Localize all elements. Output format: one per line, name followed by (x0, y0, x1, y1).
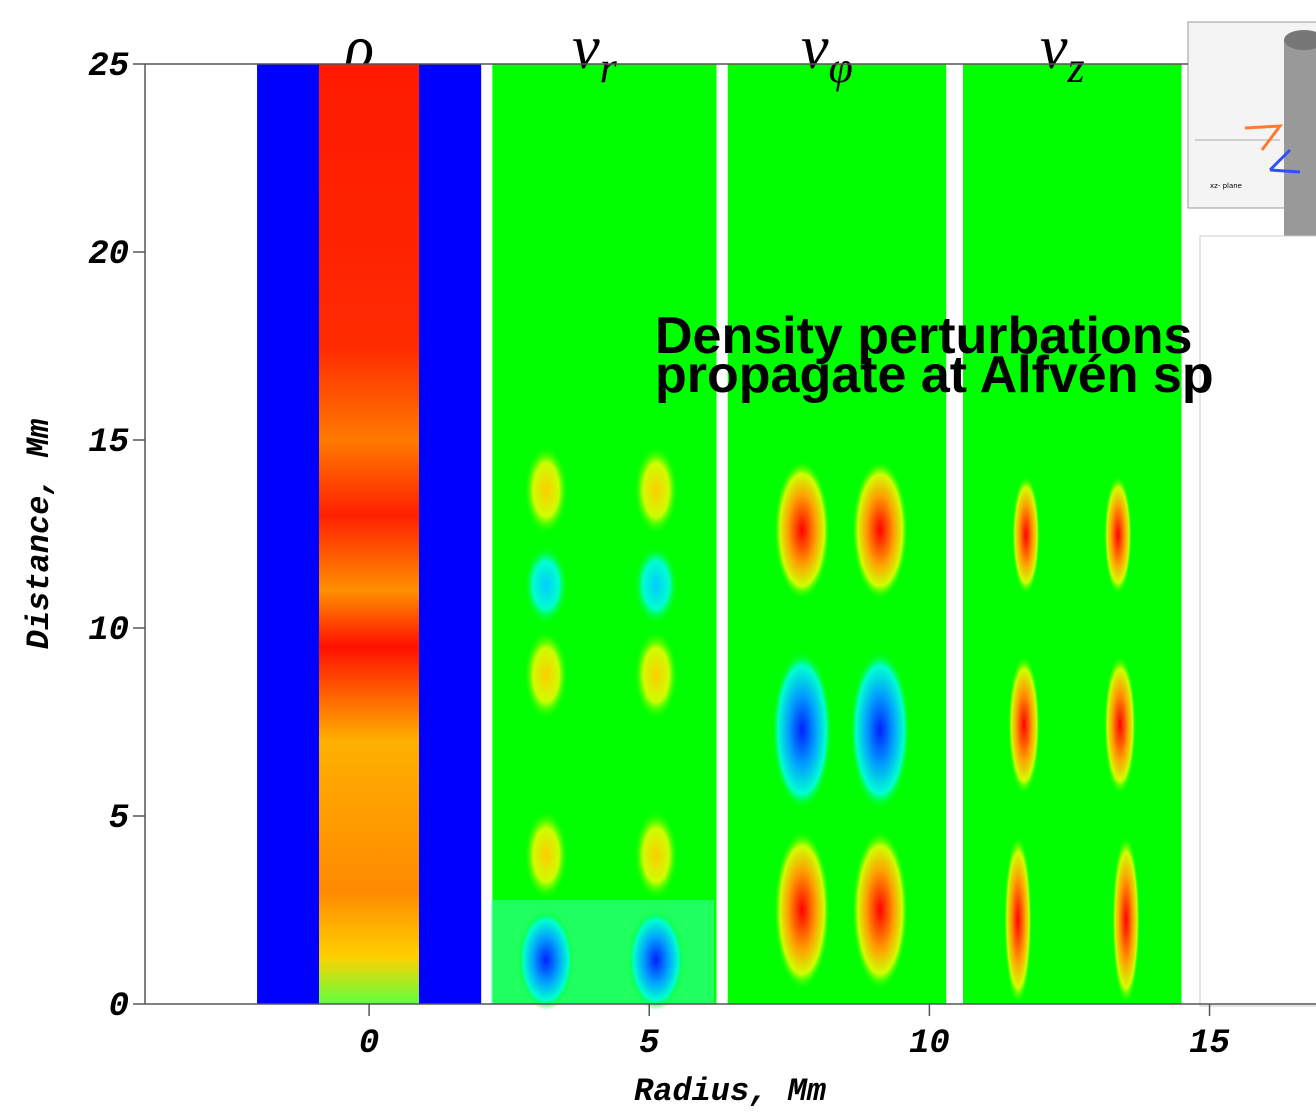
texture (1112, 835, 1140, 1005)
x-tick-label: 0 (359, 1025, 379, 1063)
panel (963, 64, 1182, 1004)
texture (634, 810, 678, 900)
texture (524, 630, 568, 720)
axes: 0 5 10 15 20 25 0 5 10 15 (88, 48, 1316, 1063)
x-tick-label: 5 (639, 1025, 659, 1063)
panel-subscript: r (600, 43, 618, 92)
cylinder (1284, 40, 1316, 236)
panel-title: vr (572, 14, 618, 92)
texture (634, 630, 678, 720)
texture (524, 810, 568, 900)
annotation: propagate at Alfvén sp (655, 346, 1214, 404)
texture (852, 460, 908, 600)
texture (524, 545, 568, 625)
y-tick-label: 20 (88, 236, 129, 274)
panel-symbol: v (1040, 14, 1068, 82)
texture (1008, 655, 1040, 795)
texture (634, 545, 678, 625)
texture (524, 445, 568, 535)
panel-subscript: z (1066, 43, 1084, 92)
y-tick-label: 10 (88, 612, 129, 650)
density-column (319, 64, 419, 1004)
side-box (1199, 235, 1316, 1007)
texture (852, 830, 908, 990)
arrow (1244, 124, 1284, 151)
texture (634, 445, 678, 535)
y-tick-label: 15 (88, 424, 129, 462)
inset-label: xz- plane (1210, 182, 1242, 190)
texture (628, 910, 684, 1010)
annotation: Density perturbations (655, 307, 1192, 365)
texture (1004, 835, 1032, 1005)
panel-subscript: φ (829, 43, 853, 92)
texture (850, 650, 910, 810)
panel-symbol: v (572, 14, 600, 82)
cylinder-top (1284, 30, 1316, 50)
texture (518, 910, 574, 1010)
texture (772, 650, 832, 810)
panel (727, 64, 947, 1004)
x-tick-label: 10 (909, 1025, 950, 1063)
inset-diagram: xz- plane (1187, 21, 1316, 1007)
texture (1104, 475, 1132, 595)
panel-title: vφ (801, 14, 853, 92)
texture (1104, 655, 1136, 795)
panel-title: vz (1040, 14, 1085, 92)
y-tick-label: 5 (109, 800, 129, 838)
texture (1012, 475, 1040, 595)
panel-texture (319, 64, 1140, 1010)
x-tick-label: 15 (1189, 1025, 1230, 1063)
x-axis-label: Radius, Mm (634, 1073, 826, 1110)
y-axis-label: Distance, Mm (21, 419, 58, 649)
texture (774, 460, 830, 600)
y-tick-label: 25 (88, 48, 129, 86)
panel-symbol: v (801, 14, 829, 82)
y-tick-label: 0 (109, 988, 129, 1026)
arrow (1268, 148, 1301, 174)
texture (774, 830, 830, 990)
